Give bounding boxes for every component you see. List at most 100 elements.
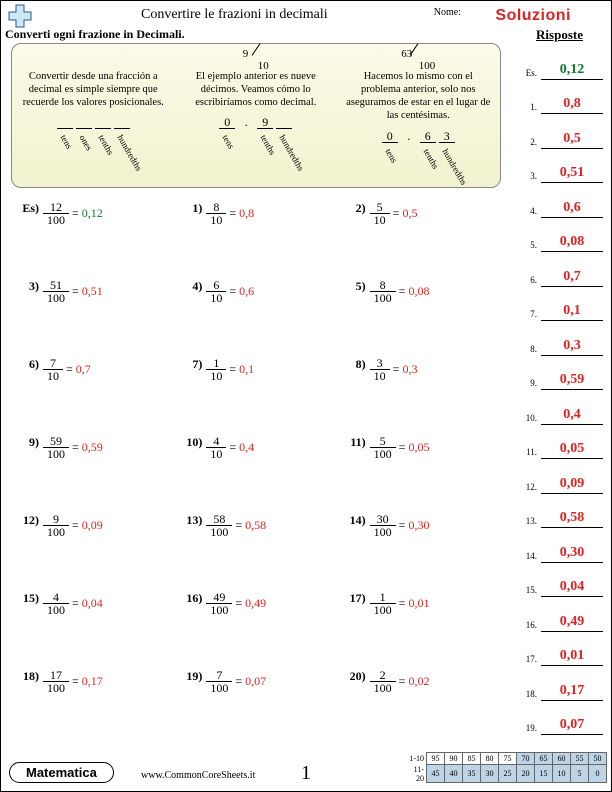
problem-number: 9) [13, 435, 39, 450]
score-cell: 75 [499, 753, 517, 765]
problem-number: 14) [340, 513, 366, 528]
equals-sign: = [232, 674, 245, 688]
example-text-3: Hacemos lo mismo con el problema anterio… [345, 70, 492, 123]
equals-sign: = [396, 674, 409, 688]
problem: 10)410 = 0,4 [176, 431, 339, 509]
page-title: Convertire le frazioni in decimali [141, 7, 328, 23]
problem-number: 20) [340, 669, 366, 684]
equals-sign: = [396, 440, 409, 454]
problem: 14)30100 = 0,30 [340, 509, 503, 587]
problem-answer: 0,7 [76, 362, 91, 376]
problem-number: 1) [176, 201, 202, 216]
score-cell: 50 [589, 753, 607, 765]
footer: Matematica www.CommonCoreSheets.it 1 1-1… [1, 755, 611, 787]
problem: 15) 4100 = 0,04 [13, 587, 176, 665]
answer-label: Es. [523, 68, 537, 80]
equals-sign: = [232, 596, 245, 610]
problem: 16) 49100 = 0,49 [176, 587, 339, 665]
example-text-1: Convertir desde una fracción a decimal e… [20, 70, 167, 109]
problem-number: 17) [340, 591, 366, 606]
score-cell: 95 [427, 753, 445, 765]
fraction: 12100 [43, 201, 69, 226]
problem-answer: 0,04 [82, 596, 103, 610]
site-url: www.CommonCoreSheets.it [141, 770, 255, 781]
equals-sign: = [390, 206, 403, 220]
answer-line: 18.0,17 [523, 666, 603, 701]
fraction: 49100 [206, 591, 232, 616]
answer-label: 1. [523, 102, 537, 114]
answer-label: 5. [523, 240, 537, 252]
fraction: 510 [370, 201, 390, 226]
example-col-1: Convertir desde una fracción a decimal e… [12, 44, 175, 187]
equals-sign: = [396, 596, 409, 610]
problem-answer: 0,02 [408, 674, 429, 688]
score-cell: 40 [445, 765, 463, 783]
answer-label: 18. [523, 689, 537, 701]
problem-number: 13) [176, 513, 202, 528]
answer-line: 19.0,07 [523, 701, 603, 736]
equals-sign: = [226, 206, 239, 220]
answer-line: 1.0,8 [523, 80, 603, 115]
answer-line: 6.0,7 [523, 252, 603, 287]
example-box: Convertir desde una fracción a decimal e… [11, 43, 501, 188]
header: Convertire le frazioni in decimali Nome:… [1, 7, 611, 27]
answer-label: 8. [523, 344, 537, 356]
answer-value: 0,09 [541, 476, 603, 494]
answer-value: 0,1 [541, 303, 603, 321]
answer-label: 6. [523, 275, 537, 287]
example-col-2: 9 10 El ejemplo anterior es nueve décimo… [175, 44, 338, 187]
answer-label: 10. [523, 413, 537, 425]
problems-grid: Es)12100 = 0,121)810 = 0,82)510 = 0,53)5… [13, 197, 503, 741]
fraction: 17100 [43, 669, 69, 694]
problem-number: 16) [176, 591, 202, 606]
problem-number: 2) [340, 201, 366, 216]
answer-label: 17. [523, 654, 537, 666]
problem-number: 11) [340, 435, 366, 450]
answer-value: 0,01 [541, 648, 603, 666]
equals-sign: = [63, 362, 76, 376]
answer-label: 16. [523, 620, 537, 632]
equals-sign: = [232, 518, 245, 532]
problem-answer: 0,17 [82, 674, 103, 688]
problem: 11)5100 = 0,05 [340, 431, 503, 509]
problem-answer: 0,05 [408, 440, 429, 454]
problem-answer: 0,01 [408, 596, 429, 610]
equals-sign: = [69, 674, 82, 688]
answers-header: Risposte [536, 27, 583, 43]
problem-answer: 0,12 [82, 206, 103, 220]
problem: 6)710 = 0,7 [13, 353, 176, 431]
fraction: 310 [370, 357, 390, 382]
answer-label: 7. [523, 309, 537, 321]
equals-sign: = [226, 362, 239, 376]
worksheet-page: Convertire le frazioni in decimali Nome:… [0, 0, 612, 792]
problem-number: 15) [13, 591, 39, 606]
problem: 12)9100 = 0,09 [13, 509, 176, 587]
fraction: 4100 [43, 591, 69, 616]
fraction: 710 [43, 357, 63, 382]
score-cell: 60 [553, 753, 571, 765]
place-value-row-1: tensonestenthshundredths [57, 115, 130, 129]
fraction: 8100 [370, 279, 396, 304]
problem-answer: 0,49 [245, 596, 266, 610]
score-cell: 45 [427, 765, 445, 783]
problem-number: 12) [13, 513, 39, 528]
answer-value: 0,4 [541, 407, 603, 425]
problem: 8)310 = 0,3 [340, 353, 503, 431]
answer-label: 12. [523, 482, 537, 494]
fraction: 110 [206, 357, 226, 382]
answer-value: 0,5 [541, 131, 603, 149]
equals-sign: = [69, 284, 82, 298]
score-row-label: 1-10 [409, 753, 427, 765]
problem-number: 3) [13, 279, 39, 294]
answer-label: 11. [523, 447, 537, 459]
fraction: 51100 [43, 279, 69, 304]
example-text-2: El ejemplo anterior es nueve décimos. Ve… [183, 70, 330, 109]
answer-line: 4.0,6 [523, 183, 603, 218]
equals-sign: = [69, 596, 82, 610]
answer-value: 0,05 [541, 441, 603, 459]
answer-line: 10. 0,4 [523, 390, 603, 425]
answer-value: 0,08 [541, 234, 603, 252]
answer-line: 2.0,5 [523, 114, 603, 149]
fraction: 59100 [43, 435, 69, 460]
fraction: 7100 [206, 669, 232, 694]
